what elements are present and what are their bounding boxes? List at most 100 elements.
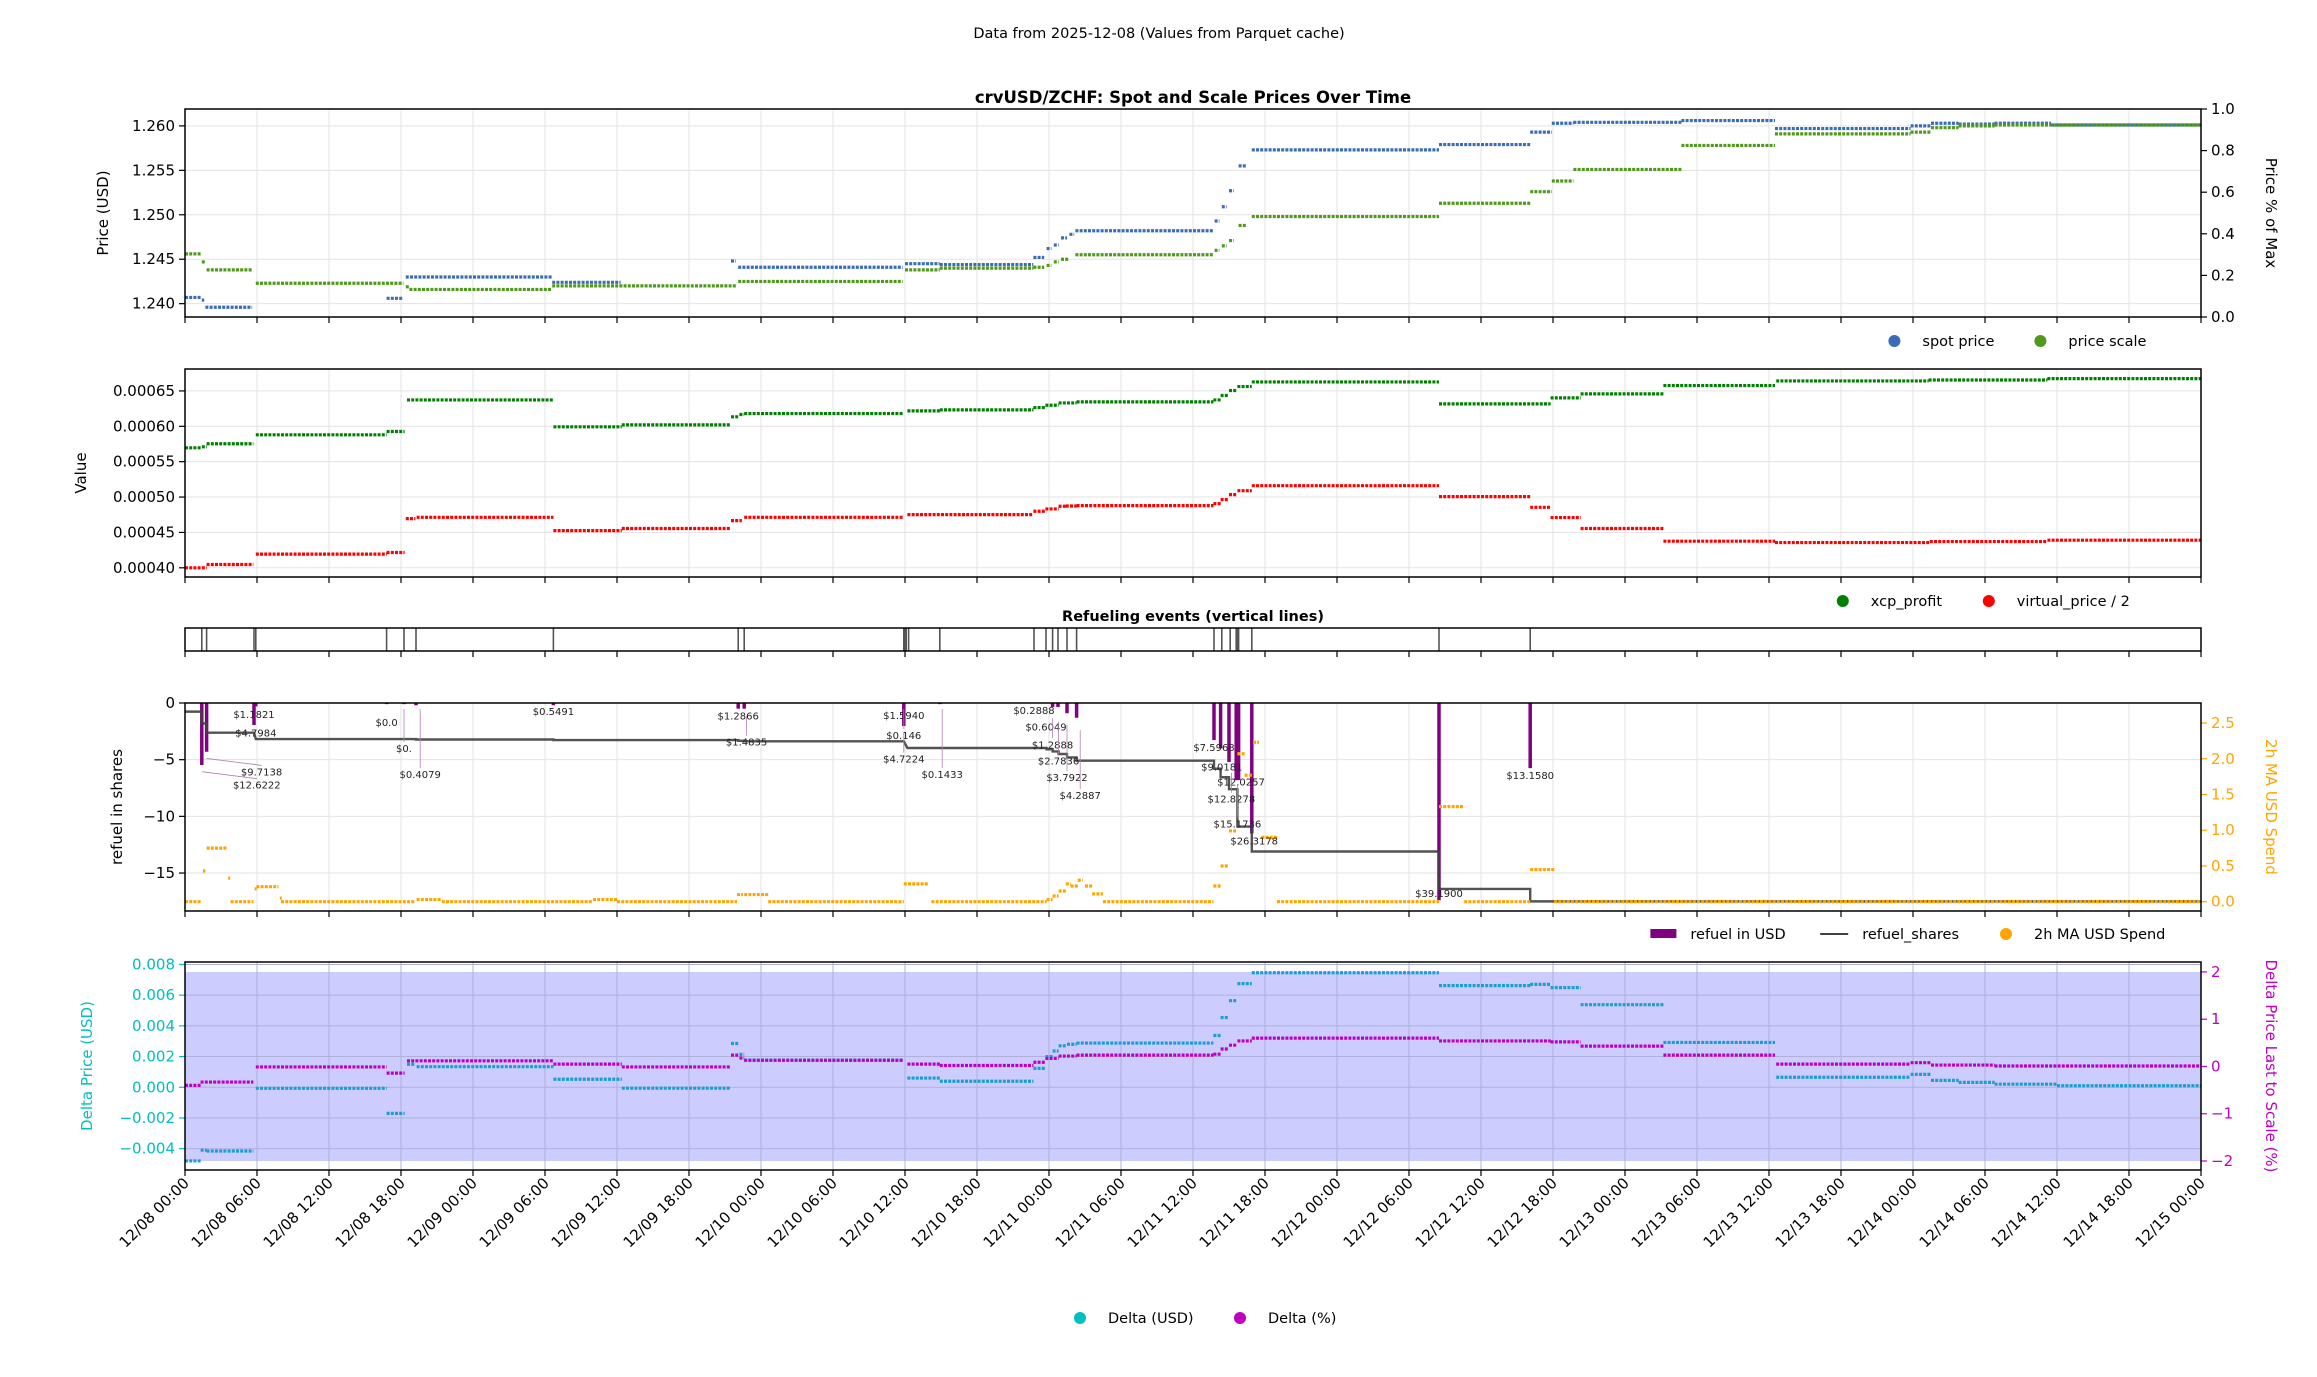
legend-label: xcp_profit [1871, 594, 1943, 610]
annotation-leader-line [201, 771, 257, 780]
x-tick-label: 12/08 12:00 [260, 1174, 337, 1251]
y2-tick-label: 0.6 [2211, 183, 2235, 201]
y2-tick-label: 1.0 [2211, 100, 2235, 118]
refuel-usd-annotation: $9.7138 [241, 767, 282, 778]
legend-swatch-bar [1650, 929, 1677, 938]
x-tick-label: 12/14 00:00 [1844, 1174, 1921, 1251]
legend-label: 2h MA USD Spend [2034, 927, 2165, 943]
refuel-usd-annotation: $0.1433 [922, 770, 963, 781]
y2-tick-label: 1 [2211, 1010, 2221, 1028]
refuel-usd-annotation: $0.4079 [400, 770, 441, 781]
refuel-usd-annotation: $26.3178 [1230, 837, 1278, 848]
y-tick-label: 0.000 [132, 1078, 175, 1096]
y2-tick-label: 0.5 [2211, 857, 2235, 875]
annotation-leader-line [206, 758, 262, 766]
refuel-usd-annotation: $39.1900 [1415, 889, 1463, 900]
y-tick-label: 0.00050 [113, 488, 175, 506]
legend-swatch-dot [1982, 595, 1995, 607]
y2-tick-label: −2 [2211, 1152, 2233, 1170]
x-tick-label: 12/14 12:00 [1988, 1174, 2065, 1251]
y-axis-label: Value [72, 452, 90, 493]
x-tick-label: 12/15 00:00 [2132, 1174, 2209, 1251]
refuel-usd-annotation: $0.5491 [533, 707, 574, 718]
axes-frame [184, 108, 2202, 318]
x-tick-label: 12/09 12:00 [548, 1174, 625, 1251]
y2-tick-label: 2.5 [2211, 714, 2235, 732]
y2-tick-label: 0.4 [2211, 225, 2235, 243]
y-tick-label: −10 [143, 807, 175, 825]
y-axis-label: Delta Price (USD) [78, 1001, 96, 1131]
refuel-usd-annotation: $12.0257 [1217, 777, 1265, 788]
y-tick-label: 0.008 [132, 955, 175, 973]
refuel-usd-annotation: $12.6222 [233, 781, 281, 792]
refuel-usd-annotation: $7.5968 [1193, 743, 1234, 754]
y2-axis-label: Delta Price Last to Scale (%) [2262, 959, 2280, 1172]
refuel-events-title: Refueling events (vertical lines) [1062, 609, 1324, 625]
y-tick-label: 1.255 [132, 161, 175, 179]
refuel-usd-annotation: $1.4835 [726, 738, 767, 749]
y-tick-label: −0.002 [119, 1109, 175, 1127]
x-tick-label: 12/14 18:00 [2060, 1174, 2137, 1251]
axes-frame [184, 368, 2202, 578]
refuel-usd-annotation: $15.1736 [1214, 819, 1262, 830]
y-tick-label: 0 [165, 694, 175, 712]
x-tick-label: 12/12 12:00 [1412, 1174, 1489, 1251]
axes-frame [184, 702, 2202, 912]
x-tick-label: 12/08 18:00 [332, 1174, 409, 1251]
x-tick-label: 12/11 12:00 [1124, 1174, 1201, 1251]
x-tick-label: 12/08 06:00 [188, 1174, 265, 1251]
legend-label: price scale [2068, 334, 2146, 350]
y2-tick-label: 0.0 [2211, 893, 2235, 911]
y2-tick-label: 0.2 [2211, 266, 2235, 284]
figure-suptitle: Data from 2025-12-08 (Values from Parque… [973, 26, 1344, 42]
refuel-usd-annotation: $0.6049 [1025, 722, 1066, 733]
y-tick-label: 0.002 [132, 1048, 175, 1066]
refuel-usd-annotation: $1.2888 [1032, 740, 1073, 751]
legend-swatch-dot [2000, 928, 2012, 940]
y-axis-label: refuel in shares [108, 749, 126, 865]
legend-label: Delta (%) [1268, 1311, 1336, 1327]
y2-tick-label: −1 [2211, 1105, 2233, 1123]
refuel-usd-annotation: $4.7984 [235, 729, 276, 740]
x-tick-label: 12/11 18:00 [1196, 1174, 1273, 1251]
y2-tick-label: 2 [2211, 963, 2221, 981]
x-tick-label: 12/11 00:00 [980, 1174, 1057, 1251]
legend-label: refuel in USD [1690, 927, 1785, 943]
y-tick-label: 0.00045 [113, 523, 175, 541]
x-tick-label: 12/10 00:00 [692, 1174, 769, 1251]
legend-label: Delta (USD) [1108, 1311, 1194, 1327]
refuel-shares-line [185, 710, 2201, 903]
y-tick-label: 0.00060 [113, 417, 175, 435]
y-tick-label: 1.250 [132, 206, 175, 224]
y2-axis-label: Price % of Max [2262, 158, 2280, 269]
y-tick-label: 1.260 [132, 117, 175, 135]
refuel-usd-annotation: $1.2866 [718, 712, 759, 723]
x-tick-label: 12/09 00:00 [404, 1174, 481, 1251]
y2-tick-label: 0.8 [2211, 142, 2235, 160]
y-tick-label: 1.240 [132, 295, 175, 313]
legend-label: spot price [1922, 334, 1994, 350]
refuel-usd-annotation: $12.8278 [1208, 795, 1256, 806]
y-axis-label: Price (USD) [94, 170, 112, 255]
y-tick-label: 1.245 [132, 250, 175, 268]
y-tick-label: −0.004 [119, 1140, 175, 1158]
y-tick-label: 0.00040 [113, 559, 175, 577]
legend-swatch-dot [1888, 335, 1901, 347]
legend-label: virtual_price / 2 [2017, 594, 2130, 610]
legend-swatch-dot [1836, 595, 1849, 607]
refuel-usd-annotation: $0.2888 [1013, 706, 1054, 717]
refuel-usd-annotation: $9.0181 [1201, 762, 1242, 773]
axes-frame [184, 627, 2202, 652]
legend-swatch-dot [1234, 1312, 1246, 1324]
x-tick-label: 12/13 12:00 [1700, 1174, 1777, 1251]
refuel-usd-annotation: $2.7836 [1038, 757, 1079, 768]
refuel-usd-annotation: $0.0 [375, 718, 397, 729]
refuel-usd-annotation: $3.7922 [1046, 773, 1087, 784]
y2-tick-label: 1.5 [2211, 785, 2235, 803]
refuel-usd-annotation: $1.1821 [233, 710, 274, 721]
y2-axis-label: 2h MA USD Spend [2262, 739, 2280, 875]
y2-tick-label: 2.0 [2211, 750, 2235, 768]
y-tick-label: 0.00065 [113, 382, 175, 400]
x-tick-label: 12/14 06:00 [1916, 1174, 1993, 1251]
